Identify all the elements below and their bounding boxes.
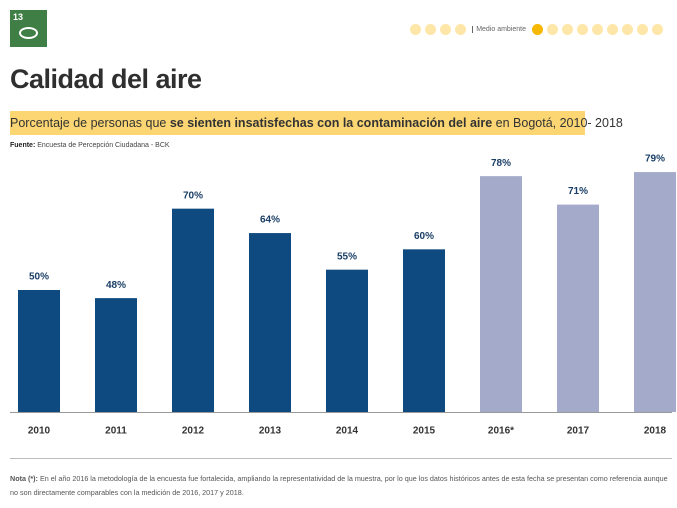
nav-dot[interactable]: [637, 24, 648, 35]
x-tick-label: 2013: [259, 426, 282, 437]
x-tick-label: 2014: [336, 426, 359, 437]
sdg-eye: [19, 27, 38, 39]
value-label: 64%: [260, 215, 280, 226]
bar: [326, 269, 368, 412]
nav-dot[interactable]: [652, 24, 663, 35]
nav-dot[interactable]: [577, 24, 588, 35]
subtitle-text: Porcentaje de personas que: [10, 116, 170, 130]
subtitle-bold: se sienten insatisfechas con la contamin…: [169, 116, 493, 130]
source-label: Fuente:: [10, 142, 36, 149]
x-tick-label: 2017: [567, 426, 590, 437]
subtitle: Porcentaje de personas que se sienten in…: [10, 111, 623, 135]
nav-dot[interactable]: [455, 24, 467, 35]
bar: [557, 204, 599, 412]
bar: [480, 176, 522, 412]
nav-dot[interactable]: [562, 24, 573, 35]
x-tick-label: 2015: [413, 426, 436, 437]
bar: [249, 233, 291, 412]
nav-dot[interactable]: [425, 24, 437, 35]
value-label: 60%: [414, 231, 434, 242]
sdg-icon: 13: [10, 10, 47, 47]
nav-dot[interactable]: [440, 24, 452, 35]
nav-dot[interactable]: [592, 24, 603, 35]
value-label: 70%: [183, 190, 203, 201]
chart: 2010 50% 2011 48% 2012 70% 2013 64% 2014 55% 2015 6…: [10, 154, 676, 437]
value-label: 78%: [491, 158, 511, 169]
nav-dot[interactable]: [410, 24, 422, 35]
value-label: 55%: [337, 251, 357, 262]
value-label: 50%: [29, 272, 49, 283]
divider: [10, 458, 672, 459]
nav-dot-active[interactable]: [532, 24, 543, 35]
bar: [403, 249, 445, 412]
subtitle-text: en Bogotá, 2010- 2018: [492, 116, 623, 130]
source-text: Encuesta de Percepción Ciudadana - BCK: [37, 142, 170, 149]
source: Fuente: Encuesta de Percepción Ciudadana…: [10, 142, 170, 149]
x-tick-label: 2012: [182, 426, 205, 437]
x-tick-label: 2011: [105, 426, 127, 437]
x-tick-label: 2010: [28, 426, 51, 437]
x-tick-label: 2018: [644, 426, 667, 437]
note-text: En el año 2016 la metodología de la encu…: [10, 474, 668, 497]
x-tick-label: 2016*: [488, 426, 514, 437]
note-label: Nota (*):: [10, 474, 38, 483]
nav-dot[interactable]: [607, 24, 618, 35]
sdg-number: 13: [13, 12, 24, 22]
bar: [18, 290, 60, 412]
bar: [172, 208, 214, 412]
nav-dot[interactable]: [547, 24, 558, 35]
value-label: 48%: [106, 280, 126, 291]
heading: Calidad del aire: [10, 64, 202, 94]
section-label: Medio ambiente: [472, 26, 526, 33]
section-nav: Medio ambiente: [410, 24, 663, 35]
bar: [95, 298, 137, 412]
bar: [634, 172, 676, 412]
nav-dot[interactable]: [622, 24, 633, 35]
note: Nota (*): En el año 2016 la metodología …: [10, 472, 672, 500]
value-label: 71%: [568, 186, 588, 197]
value-label: 79%: [645, 154, 665, 165]
